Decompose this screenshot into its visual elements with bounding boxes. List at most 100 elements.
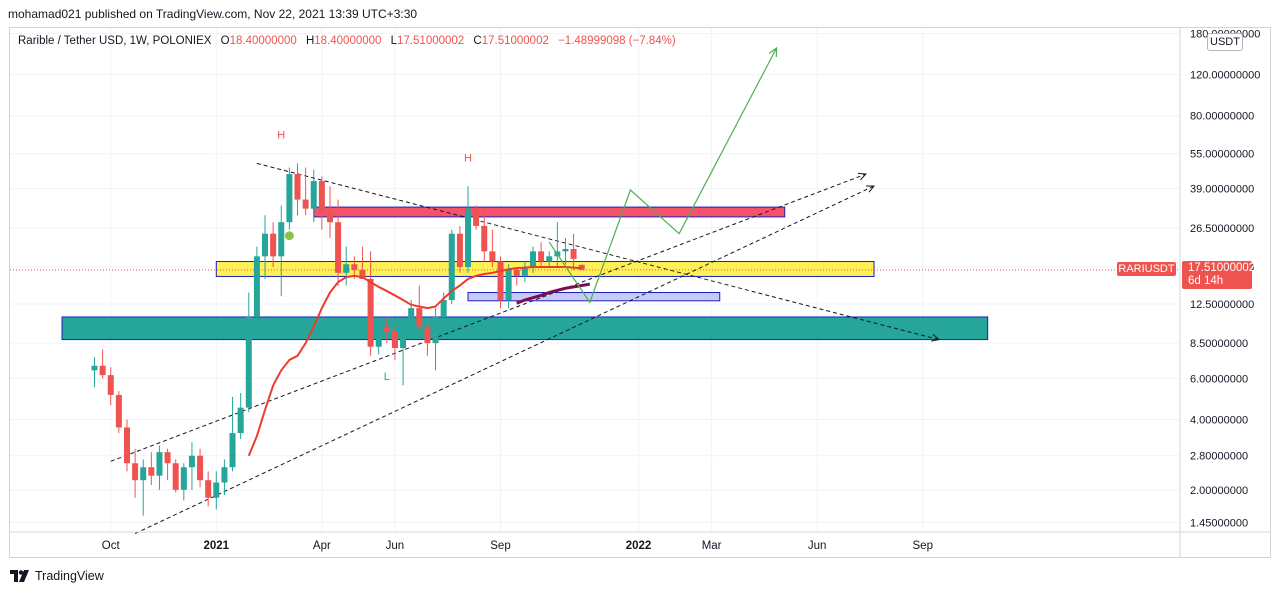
price-tick-label: 4.00000000 [1190,415,1248,427]
candle-body [318,181,325,212]
candle-body [262,233,269,257]
candle-body [351,264,358,270]
candle-body [383,326,390,332]
candle-body [489,251,496,262]
trendline-arrowhead [931,334,941,342]
candle-body [221,467,228,483]
projection [548,46,778,304]
last-price-tag: 17.51000002 6d 14h [1182,261,1255,289]
candle-body [172,463,179,490]
candle-body [91,365,98,371]
candle-body [448,233,455,301]
chart-frame[interactable] [9,27,1271,558]
indicator-ema-fast [247,266,582,457]
candle-body [253,256,260,317]
price-tick-label: 26.50000000 [1190,223,1254,235]
open-label: O [220,35,230,47]
trendline-rising-support-lower [134,185,875,535]
time-tick-label: Apr [313,540,331,552]
indicators [247,266,591,457]
candle-body [391,331,398,348]
low-value: 17.51000002 [397,35,465,47]
high-label: H [305,35,315,47]
projection-arrowhead [768,46,778,58]
candle-body [465,208,472,268]
candle-body [294,174,301,200]
candle-body [213,482,220,498]
candle-body [278,222,285,257]
low-label: L [390,35,398,47]
zone-demand-teal [61,316,989,341]
candle-body [107,375,114,395]
pattern-label: L [384,371,390,383]
candle-body [270,233,277,257]
candle-body [156,452,163,476]
candle-body [497,261,504,301]
pattern-label: H [464,152,472,164]
time-tick-label: 2022 [626,540,652,552]
price-tick-label: 2.00000000 [1190,485,1248,497]
candle-body [513,269,520,276]
currency-button[interactable]: USDT [1207,33,1243,51]
candle-body [326,211,333,223]
candle-body [164,452,171,464]
candles [91,163,585,516]
time-tick-label: Mar [702,540,722,552]
trendline-descending-resistance [256,162,940,341]
candle-body [148,467,155,476]
projection-path [548,47,778,304]
candle-body [180,467,187,490]
time-tick-label: Sep [490,540,510,552]
tradingview-logo[interactable]: TradingView [10,569,104,583]
price-tick-label: 2.80000000 [1190,451,1248,463]
zones [61,206,989,341]
candle-body [132,463,139,481]
candle-body [343,264,350,273]
candle-body [310,181,317,209]
price-tick-label: 8.50000000 [1190,338,1248,350]
candle-body [416,308,423,327]
pattern-label: H [277,129,285,141]
open-value: 18.40000000 [229,35,297,47]
candle-body [302,199,309,209]
published-text: mohamad021 published on TradingView.com,… [8,7,418,21]
time-tick-label: Sep [913,540,933,552]
pattern-labels: H H L [277,129,472,383]
candle-body [538,251,545,262]
candle-body [197,455,204,481]
candle-body [440,300,447,317]
trendlines [10,162,1180,535]
candle-body [229,433,236,468]
zone-pivot-yellow [215,261,875,277]
time-tick-label: Jun [808,540,827,552]
tradingview-logo-text: TradingView [35,569,104,583]
candle-body [99,365,106,376]
candle-body [456,233,463,268]
candle-body [188,455,195,468]
candle-body [473,208,480,226]
candle-body [375,326,382,347]
candle-body [529,251,536,268]
price-tick-label: 80.00000000 [1190,111,1254,123]
time-tick-label: Oct [102,540,121,552]
candle-body [562,248,569,252]
price-tick-label: 6.00000000 [1190,373,1248,385]
price-tick-label: 39.00000000 [1190,184,1254,196]
candle-body [408,308,415,329]
price-tick-label: 1.45000000 [1190,517,1248,529]
close-value: 17.51000002 [481,35,549,47]
candle-body [424,326,431,344]
candle-body [237,407,244,434]
zone-resistance-red [313,206,786,218]
candle-body [123,427,130,464]
price-tick-label: 55.00000000 [1190,149,1254,161]
tradingview-logo-icon [10,570,29,582]
time-tick-label: 2021 [204,540,230,552]
published-bar: mohamad021 published on TradingView.com,… [0,0,1280,28]
change-value: −1.48999098 (−7.84%) [558,35,676,47]
trendline-arrowhead [857,172,867,181]
candle-body [570,248,577,259]
indicator-ema-slow [516,282,591,305]
trendline-arrowhead [866,185,876,193]
